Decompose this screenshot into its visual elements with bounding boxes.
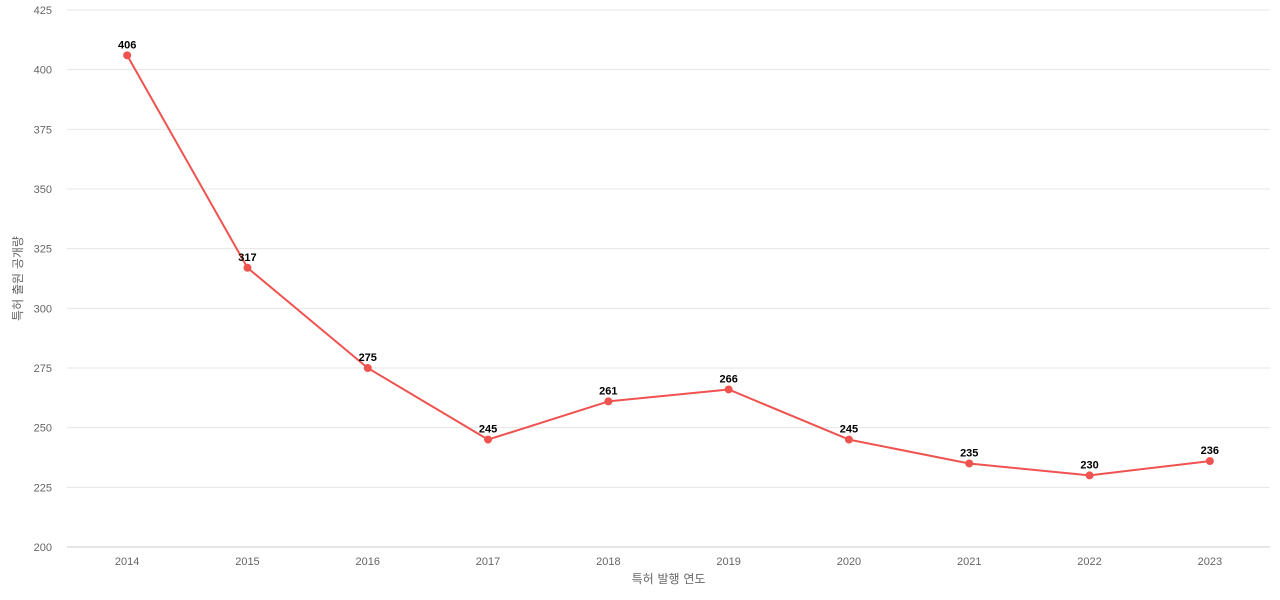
y-axis-ticks: 200 225 250 275 300 325 350 375 400 425 — [34, 5, 52, 554]
y-tick-label: 200 — [34, 542, 52, 554]
data-label: 236 — [1201, 445, 1219, 457]
series-line — [126, 54, 1210, 477]
y-tick-label: 300 — [34, 303, 52, 315]
y-tick-label: 275 — [34, 363, 52, 375]
x-tick-label: 2021 — [957, 556, 981, 568]
data-label: 235 — [960, 447, 978, 459]
data-label: 261 — [599, 385, 617, 397]
y-tick-label: 425 — [34, 5, 52, 17]
data-point[interactable] — [243, 263, 252, 272]
x-tick-label: 2015 — [235, 556, 259, 568]
y-tick-label: 250 — [34, 423, 52, 435]
data-point[interactable] — [484, 435, 493, 444]
data-label: 266 — [719, 373, 737, 385]
x-tick-label: 2020 — [837, 556, 861, 568]
x-tick-label: 2022 — [1077, 556, 1101, 568]
x-tick-label: 2018 — [596, 556, 620, 568]
data-point[interactable] — [965, 459, 974, 468]
data-point[interactable] — [1205, 457, 1214, 466]
data-label: 317 — [238, 252, 256, 264]
data-label: 406 — [118, 39, 136, 51]
x-tick-label: 2017 — [476, 556, 500, 568]
data-point[interactable] — [604, 397, 613, 406]
y-tick-label: 400 — [34, 65, 52, 77]
x-tick-label: 2019 — [716, 556, 740, 568]
data-point[interactable] — [363, 364, 372, 372]
x-tick-label: 2023 — [1198, 556, 1222, 568]
data-label: 275 — [359, 352, 377, 364]
data-point[interactable] — [844, 435, 853, 444]
data-point[interactable] — [123, 51, 132, 60]
y-tick-label: 375 — [34, 124, 52, 136]
y-axis-title: 특허 출원 공개량 — [11, 236, 25, 321]
x-axis-ticks: 2014 2015 2016 2017 2018 2019 2020 2021 2022 2023 — [115, 556, 1222, 568]
x-axis-title: 특허 발행 연도 — [632, 571, 706, 586]
x-tick-label: 2014 — [115, 556, 139, 568]
y-tick-label: 325 — [34, 244, 52, 256]
data-label: 245 — [840, 424, 858, 436]
data-label: 230 — [1080, 459, 1098, 471]
data-point[interactable] — [724, 385, 733, 394]
data-points — [123, 51, 1214, 480]
data-point[interactable] — [1085, 471, 1094, 480]
x-tick-label: 2016 — [356, 556, 380, 568]
grid-layer — [67, 9, 1270, 488]
data-label: 245 — [479, 424, 497, 436]
y-tick-label: 225 — [34, 482, 52, 494]
data-labels: 406 317 275 245 261 266 245 235 230 236 — [118, 39, 1219, 471]
y-tick-label: 350 — [34, 184, 52, 196]
